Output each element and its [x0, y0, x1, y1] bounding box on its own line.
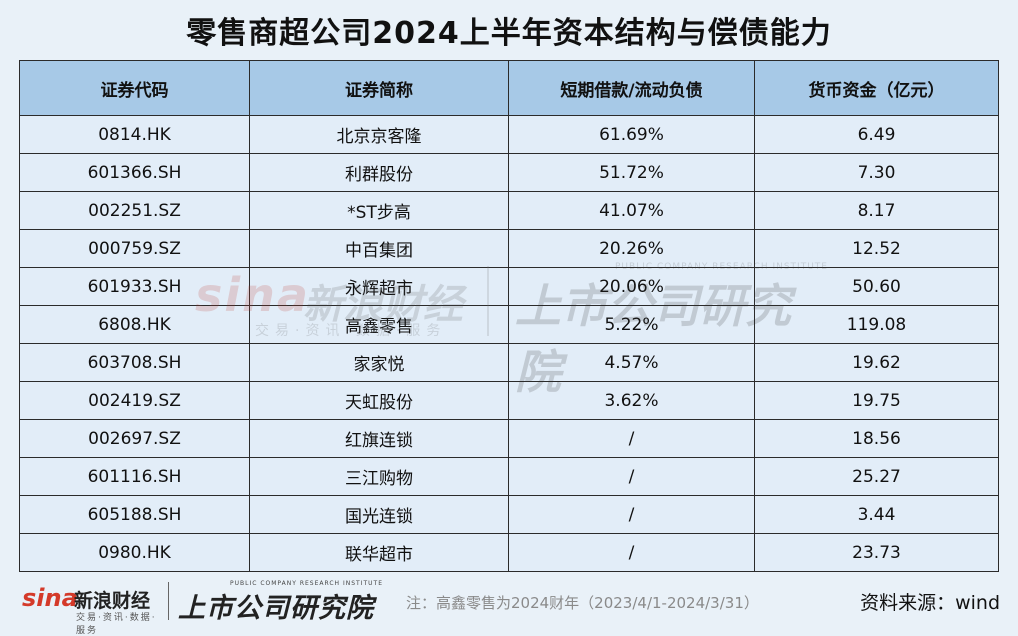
table-body: 0814.HK 北京京客隆 61.69% 6.49 601366.SH 利群股份 51.72…	[19, 115, 999, 572]
institute-logo: PUBLIC COMPANY RESEARCH INSTITUTE 上市公司研究…	[178, 580, 382, 624]
table-row: 601116.SH 三江购物/25.27	[19, 457, 999, 496]
header-short-debt-ratio: 短期借款/流动负债	[508, 60, 755, 116]
cell-security-name: 三江购物	[249, 457, 509, 496]
table-row: 0814.HK 北京京客隆 61.69% 6.49	[19, 115, 999, 154]
data-table: 证券代码 证券简称 短期借款/流动负债 货币资金（亿元） 0814.HK 北京京客…	[19, 60, 999, 572]
cell-security-code: 605188.SH	[19, 495, 250, 534]
institute-logo-cn: 上市公司研究院	[178, 593, 374, 624]
table-row: 0980.HK 联华超市/23.73	[19, 533, 999, 572]
cell-cash: 23.73	[754, 533, 999, 572]
cell-short-debt-ratio: 51.72%	[508, 153, 755, 192]
cell-security-name: 利群股份	[249, 153, 509, 192]
cell-security-code: 601933.SH	[19, 267, 250, 306]
cell-cash: 119.08	[754, 305, 999, 344]
sina-finance-logo: sina 新浪财经 交易·资讯·数据·服务	[22, 582, 162, 636]
cell-security-code: 002697.SZ	[19, 419, 250, 458]
cell-cash: 18.56	[754, 419, 999, 458]
cell-security-code: 0980.HK	[19, 533, 250, 572]
cell-short-debt-ratio: 3.62%	[508, 381, 755, 420]
cell-security-name: 国光连锁	[249, 495, 509, 534]
cell-short-debt-ratio: 5.22%	[508, 305, 755, 344]
table-row: 6808.HK 高鑫零售 5.22% 119.08	[19, 305, 999, 344]
cell-short-debt-ratio: 41.07%	[508, 191, 755, 230]
cell-security-name: 北京京客隆	[249, 115, 509, 154]
cell-cash: 3.44	[754, 495, 999, 534]
cell-short-debt-ratio: /	[508, 457, 755, 496]
cell-cash: 6.49	[754, 115, 999, 154]
header-security-code: 证券代码	[19, 60, 250, 116]
cell-cash: 12.52	[754, 229, 999, 268]
cell-cash: 8.17	[754, 191, 999, 230]
footer-divider	[168, 582, 169, 620]
table-row: 605188.SH 国光连锁/3.44	[19, 495, 999, 534]
cell-short-debt-ratio: 20.26%	[508, 229, 755, 268]
header-security-name: 证券简称	[249, 60, 509, 116]
footnote: 注：高鑫零售为2024财年（2023/4/1-2024/3/31）	[406, 594, 759, 612]
cell-security-name: 天虹股份	[249, 381, 509, 420]
cell-security-name: 中百集团	[249, 229, 509, 268]
cell-short-debt-ratio: /	[508, 495, 755, 534]
source-note: 资料来源：wind	[860, 592, 1000, 614]
footer: sina 新浪财经 交易·资讯·数据·服务 PUBLIC COMPANY RES…	[0, 578, 1018, 636]
page-title: 零售商超公司2024上半年资本结构与偿债能力	[186, 16, 832, 51]
cell-security-code: 002419.SZ	[19, 381, 250, 420]
table-row: 603708.SH 家家悦 4.57% 19.62	[19, 343, 999, 382]
sina-logo-sub: 交易·资讯·数据·服务	[76, 613, 157, 636]
cell-security-name: 联华超市	[249, 533, 509, 572]
cell-cash: 50.60	[754, 267, 999, 306]
cell-cash: 19.62	[754, 343, 999, 382]
cell-security-code: 0814.HK	[19, 115, 250, 154]
cell-security-code: 000759.SZ	[19, 229, 250, 268]
sina-logo-cn: 新浪财经	[74, 590, 151, 612]
institute-logo-en: PUBLIC COMPANY RESEARCH INSTITUTE	[230, 580, 383, 587]
cell-short-debt-ratio: 61.69%	[508, 115, 755, 154]
table-row: 002419.SZ 天虹股份 3.62% 19.75	[19, 381, 999, 420]
cell-cash: 7.30	[754, 153, 999, 192]
sina-logo-word: sina	[22, 584, 78, 612]
table-header-row: 证券代码 证券简称 短期借款/流动负债 货币资金（亿元）	[19, 60, 999, 116]
cell-short-debt-ratio: 4.57%	[508, 343, 755, 382]
cell-security-name: 家家悦	[249, 343, 509, 382]
cell-short-debt-ratio: 20.06%	[508, 267, 755, 306]
cell-security-code: 603708.SH	[19, 343, 250, 382]
cell-security-code: 601116.SH	[19, 457, 250, 496]
header-cash: 货币资金（亿元）	[754, 60, 999, 116]
table-row: 000759.SZ 中百集团 20.26% 12.52	[19, 229, 999, 268]
cell-short-debt-ratio: /	[508, 533, 755, 572]
cell-security-name: *ST步高	[249, 191, 509, 230]
cell-short-debt-ratio: /	[508, 419, 755, 458]
table-row: 002697.SZ 红旗连锁/18.56	[19, 419, 999, 458]
cell-security-code: 6808.HK	[19, 305, 250, 344]
cell-security-code: 601366.SH	[19, 153, 250, 192]
table-row: 601933.SH 永辉超市 20.06% 50.60	[19, 267, 999, 306]
cell-security-code: 002251.SZ	[19, 191, 250, 230]
cell-security-name: 高鑫零售	[249, 305, 509, 344]
table-row: 601366.SH 利群股份 51.72% 7.30	[19, 153, 999, 192]
cell-security-name: 永辉超市	[249, 267, 509, 306]
table-row: 002251.SZ *ST步高 41.07% 8.17	[19, 191, 999, 230]
cell-cash: 19.75	[754, 381, 999, 420]
cell-security-name: 红旗连锁	[249, 419, 509, 458]
cell-cash: 25.27	[754, 457, 999, 496]
